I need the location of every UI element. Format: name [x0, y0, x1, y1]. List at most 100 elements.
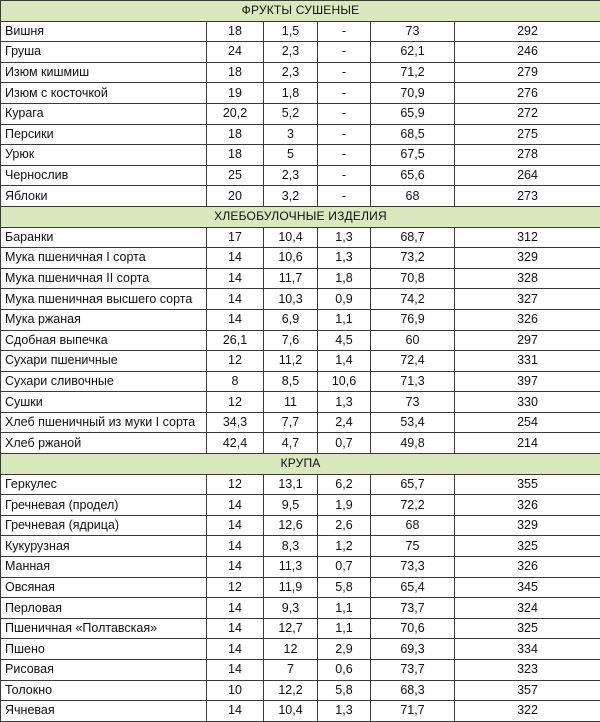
value-cell: 14 [206, 700, 264, 722]
table-row: Пшено 14 12 2,9 69,3 334 [0, 638, 600, 660]
table-row: Толокно 10 12,2 5,8 68,3 357 [0, 679, 600, 702]
value-cell: 65,6 [370, 164, 455, 187]
value-cell: 12 [206, 350, 264, 372]
value-cell: 12,7 [263, 617, 318, 640]
table-row: Чернослив 25 2,3-65,6 264 [0, 164, 600, 187]
value-cell: 18 [206, 61, 264, 84]
value-cell: 65,9 [370, 102, 455, 125]
product-name-cell: Мука пшеничная высшего сорта [0, 288, 207, 310]
value-cell: 68 [370, 514, 455, 537]
value-cell: 1,1 [317, 617, 371, 640]
value-cell: 326 [454, 308, 600, 331]
value-cell: 8,3 [263, 535, 318, 558]
value-cell: - [317, 102, 371, 125]
value-cell: 323 [454, 659, 600, 681]
value-cell: 70,8 [370, 267, 455, 290]
value-cell: 14 [206, 535, 264, 558]
product-name-cell: Кукурузная [0, 535, 207, 558]
value-cell: 11,3 [263, 556, 318, 578]
product-name-cell: Мука ржаная [0, 308, 207, 331]
value-cell: 397 [454, 370, 600, 393]
value-cell: 10,4 [263, 226, 318, 249]
table-row: Сдобная выпечка 26,1 7,6 4,5 60 297 [0, 329, 600, 352]
table-row: Мука ржаная 14 6,9 1,1 76,9 326 [0, 308, 600, 331]
value-cell: 20 [206, 185, 264, 207]
value-cell: 18 [206, 20, 264, 43]
section-header: ФРУКТЫ СУШЕНЫЕ [0, 0, 600, 22]
value-cell: - [317, 185, 371, 207]
table-row: Груша 24 2,3-62,1 246 [0, 41, 600, 63]
value-cell: 70,9 [370, 82, 455, 104]
value-cell: 14 [206, 288, 264, 310]
product-name-cell: Хлеб ржаной [0, 432, 207, 455]
value-cell: - [317, 164, 371, 187]
value-cell: 297 [454, 329, 600, 352]
table-row: Хлеб пшеничный из муки I сорта 34,3 7,7 2,4… [0, 411, 600, 434]
table-row: Кукурузная 14 8,3 1,2 75 325 [0, 535, 600, 558]
value-cell: 9,5 [263, 494, 318, 516]
value-cell: 26,1 [206, 329, 264, 352]
product-name-cell: Чернослив [0, 164, 207, 187]
value-cell: 325 [454, 617, 600, 640]
value-cell: 14 [206, 659, 264, 681]
value-cell: 25 [206, 164, 264, 187]
value-cell: 60 [370, 329, 455, 352]
section-header: КРУПА [0, 453, 600, 475]
value-cell: - [317, 61, 371, 84]
value-cell: 68,5 [370, 123, 455, 146]
value-cell: 334 [454, 638, 600, 660]
value-cell: 53,4 [370, 411, 455, 434]
value-cell: 9,3 [263, 597, 318, 619]
value-cell: 2,3 [263, 61, 318, 84]
value-cell: 68,3 [370, 679, 455, 702]
value-cell: 312 [454, 226, 600, 249]
value-cell: 8,5 [263, 370, 318, 393]
value-cell: 13,1 [263, 473, 318, 496]
product-name-cell: Пшено [0, 638, 207, 660]
value-cell: 24 [206, 41, 264, 63]
value-cell: 72,4 [370, 350, 455, 372]
value-cell: 4,7 [263, 432, 318, 455]
table-row: Изюм кишмиш 18 2,3-71,2 279 [0, 61, 600, 84]
value-cell: 14 [206, 617, 264, 640]
product-name-cell: Баранки [0, 226, 207, 249]
value-cell: 73,2 [370, 247, 455, 269]
table-row: Рисовая 14 7 0,6 73,7 323 [0, 659, 600, 681]
value-cell: 68,7 [370, 226, 455, 249]
section-title: ХЛЕБОБУЛОЧНЫЕ ИЗДЕЛИЯ [0, 205, 600, 228]
value-cell: 264 [454, 164, 600, 187]
value-cell: 6,2 [317, 473, 371, 496]
value-cell: 1,8 [263, 82, 318, 104]
value-cell: - [317, 20, 371, 43]
product-name-cell: Ячневая [0, 700, 207, 722]
value-cell: 2,6 [317, 514, 371, 537]
value-cell: 68 [370, 185, 455, 207]
product-name-cell: Сдобная выпечка [0, 329, 207, 352]
value-cell: 1,3 [317, 247, 371, 269]
value-cell: 0,7 [317, 432, 371, 455]
value-cell: 11 [263, 391, 318, 413]
value-cell: 7,7 [263, 411, 318, 434]
value-cell: 331 [454, 350, 600, 372]
value-cell: 355 [454, 473, 600, 496]
product-name-cell: Гречневая (ядрица) [0, 514, 207, 537]
product-name-cell: Груша [0, 41, 207, 63]
table-row: Гречневая (продел) 14 9,5 1,9 72,2 326 [0, 494, 600, 516]
value-cell: 7 [263, 659, 318, 681]
product-name-cell: Гречневая (продел) [0, 494, 207, 516]
product-name-cell: Мука пшеничная I сорта [0, 247, 207, 269]
value-cell: 20,2 [206, 102, 264, 125]
value-cell: 329 [454, 514, 600, 537]
value-cell: 5,2 [263, 102, 318, 125]
value-cell: 1,1 [317, 308, 371, 331]
value-cell: - [317, 82, 371, 104]
value-cell: 12 [206, 473, 264, 496]
value-cell: 12 [263, 638, 318, 660]
table-row: Мука пшеничная высшего сорта 14 10,3 0,9 74,… [0, 288, 600, 310]
value-cell: 6,9 [263, 308, 318, 331]
value-cell: 345 [454, 576, 600, 599]
table-row: Мука пшеничная I сорта 14 10,6 1,3 73,2 329 [0, 247, 600, 269]
value-cell: 5 [263, 144, 318, 166]
table-row: Яблоки 20 3,2-68 273 [0, 185, 600, 207]
